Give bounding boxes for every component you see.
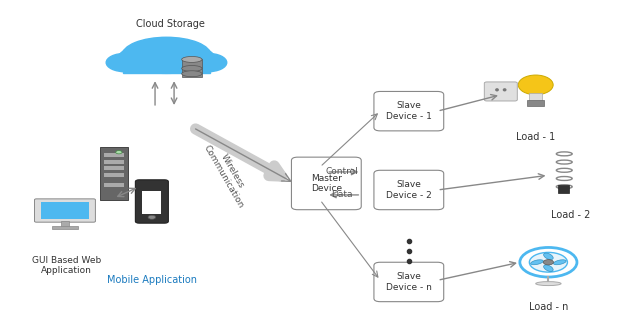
Text: Mobile Application: Mobile Application bbox=[107, 275, 197, 285]
Ellipse shape bbox=[182, 56, 202, 62]
Bar bbox=[104, 173, 124, 177]
Ellipse shape bbox=[122, 37, 211, 73]
FancyBboxPatch shape bbox=[291, 157, 361, 210]
Text: Slave
Device - n: Slave Device - n bbox=[386, 272, 432, 292]
Ellipse shape bbox=[543, 265, 553, 272]
Circle shape bbox=[116, 151, 122, 154]
Text: Cloud Storage: Cloud Storage bbox=[136, 19, 205, 29]
Ellipse shape bbox=[106, 53, 144, 72]
Ellipse shape bbox=[531, 260, 543, 265]
Text: Load - n: Load - n bbox=[529, 302, 568, 312]
Text: Master
Device: Master Device bbox=[311, 174, 342, 193]
Text: Data: Data bbox=[332, 190, 353, 199]
Bar bbox=[41, 202, 89, 219]
Text: Wireless
Communication: Wireless Communication bbox=[202, 138, 254, 209]
Ellipse shape bbox=[182, 65, 202, 71]
Ellipse shape bbox=[503, 88, 506, 92]
Bar bbox=[529, 93, 542, 101]
Ellipse shape bbox=[554, 260, 566, 265]
FancyBboxPatch shape bbox=[374, 92, 444, 131]
FancyBboxPatch shape bbox=[484, 82, 517, 101]
Bar bbox=[104, 183, 124, 187]
FancyBboxPatch shape bbox=[35, 199, 95, 222]
Text: GUI Based Web
Application: GUI Based Web Application bbox=[31, 256, 101, 275]
Bar bbox=[52, 226, 77, 229]
Text: Slave
Device - 1: Slave Device - 1 bbox=[386, 102, 432, 121]
Bar bbox=[558, 185, 570, 193]
Bar bbox=[104, 166, 124, 170]
Ellipse shape bbox=[536, 282, 561, 286]
FancyBboxPatch shape bbox=[124, 60, 210, 73]
Ellipse shape bbox=[543, 253, 553, 260]
Text: Slave
Device - 2: Slave Device - 2 bbox=[386, 180, 432, 200]
Bar bbox=[61, 220, 68, 228]
Circle shape bbox=[543, 260, 554, 265]
Text: Control: Control bbox=[326, 167, 358, 176]
Text: Load - 2: Load - 2 bbox=[551, 210, 590, 220]
Bar bbox=[104, 160, 124, 164]
Ellipse shape bbox=[189, 53, 227, 72]
Bar bbox=[104, 153, 124, 157]
Ellipse shape bbox=[166, 46, 214, 71]
Circle shape bbox=[529, 253, 568, 272]
Circle shape bbox=[148, 215, 156, 219]
Ellipse shape bbox=[118, 46, 166, 71]
Text: Load - 1: Load - 1 bbox=[516, 133, 556, 142]
Bar bbox=[527, 100, 544, 106]
FancyBboxPatch shape bbox=[374, 170, 444, 210]
Ellipse shape bbox=[182, 71, 202, 77]
Ellipse shape bbox=[495, 88, 499, 92]
FancyBboxPatch shape bbox=[374, 262, 444, 302]
Bar bbox=[100, 147, 128, 200]
Bar bbox=[142, 191, 161, 214]
FancyBboxPatch shape bbox=[136, 180, 168, 223]
Bar bbox=[182, 59, 202, 77]
Ellipse shape bbox=[518, 75, 553, 95]
